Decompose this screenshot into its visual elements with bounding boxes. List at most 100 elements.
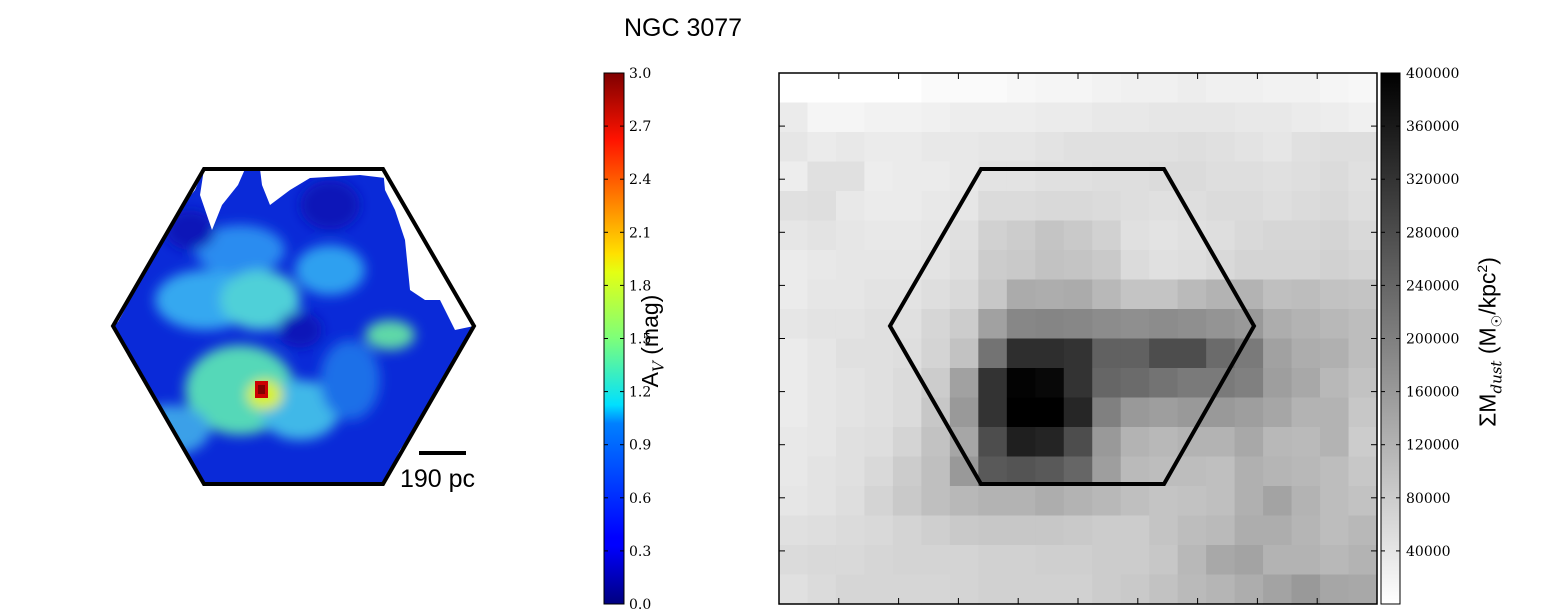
dust-map-cell <box>1263 161 1293 192</box>
dust-map-cell <box>835 250 866 281</box>
dust-map-cell <box>1063 191 1093 222</box>
dust-map-cell <box>1348 220 1378 251</box>
dust-map-cell <box>1063 486 1093 517</box>
dust-map-cell <box>921 102 951 133</box>
dust-map-cell <box>1177 545 1207 576</box>
dust-map-cell <box>1177 73 1207 104</box>
dust-map-cell <box>1291 486 1321 517</box>
dust-map-cell <box>1063 132 1093 163</box>
dust-map-cell <box>1120 427 1150 458</box>
dust-map-cell <box>1348 250 1378 281</box>
dust-map-cell <box>1177 368 1207 399</box>
dust-colorbar-tick-label: 160000 <box>1406 385 1459 401</box>
dust-map-cell <box>1348 545 1378 576</box>
dust-map-cell <box>978 338 1008 369</box>
dust-map-cell <box>1206 486 1236 517</box>
dust-map-cell <box>1263 574 1293 605</box>
dust-map-cell <box>1320 456 1350 487</box>
dust-map-cell <box>978 397 1008 428</box>
dust-map-cell <box>1063 161 1093 192</box>
dust-map-cell <box>978 427 1008 458</box>
dust-map-cell <box>864 338 894 369</box>
dust-map-cell <box>1035 132 1065 163</box>
dust-map-cell <box>1234 161 1264 192</box>
dust-map-cell <box>864 132 894 163</box>
dust-colorbar-tick-label: 400000 <box>1406 66 1459 82</box>
dust-map-cell <box>1320 427 1350 458</box>
dust-map-cell <box>1206 191 1236 222</box>
dust-map-cell <box>1063 456 1093 487</box>
dust-map-cell <box>892 486 922 517</box>
dust-map-cell <box>921 515 951 546</box>
av-colorbar-tick-label: 0.6 <box>629 491 651 507</box>
dust-map-cell <box>1348 456 1378 487</box>
dust-map-cell <box>1291 161 1321 192</box>
dust-map-cell <box>921 161 951 192</box>
dust-map-cell <box>892 427 922 458</box>
dust-map-cell <box>949 338 979 369</box>
dust-map-cell <box>1234 279 1264 310</box>
dust-map-cell <box>1149 338 1179 369</box>
dust-map-cell <box>1206 132 1236 163</box>
dust-colorbar-tick-label: 40000 <box>1406 544 1451 560</box>
dust-map-cell <box>1120 574 1150 605</box>
dust-map-cell <box>807 486 837 517</box>
dust-map-cell <box>892 545 922 576</box>
dust-map-cell <box>1234 102 1264 133</box>
dust-map-cell <box>921 132 951 163</box>
dust-map-cell <box>1320 397 1350 428</box>
dust-map-cell <box>949 309 979 340</box>
dust-map-cell <box>1320 279 1350 310</box>
dust-map-cell <box>1035 161 1065 192</box>
dust-mass-map <box>778 72 1378 605</box>
dust-map-cell <box>1291 515 1321 546</box>
dust-map-cell <box>1035 309 1065 340</box>
dust-map-cell <box>1120 368 1150 399</box>
dust-map-cell <box>1320 515 1350 546</box>
dust-map-cell <box>949 73 979 104</box>
dust-map-cell <box>1263 486 1293 517</box>
dust-map-cell <box>1063 220 1093 251</box>
dust-map-cell <box>1291 456 1321 487</box>
dust-map-cell <box>949 486 979 517</box>
dust-map-cell <box>978 309 1008 340</box>
dust-map-cell <box>1263 456 1293 487</box>
dust-map-cell <box>1291 73 1321 104</box>
dust-map-cell <box>892 102 922 133</box>
dust-map-cell <box>892 456 922 487</box>
dust-map-cell <box>1320 132 1350 163</box>
dust-map-cell <box>807 338 837 369</box>
dust-map-cell <box>1120 73 1150 104</box>
dust-map-cell <box>807 515 837 546</box>
dust-map-cell <box>1149 73 1179 104</box>
dust-colorbar-tick-label: 360000 <box>1406 119 1459 135</box>
dust-map-cell <box>1320 73 1350 104</box>
dust-map-cell <box>921 338 951 369</box>
dust-map-cell <box>1120 309 1150 340</box>
dust-map-cell <box>1234 515 1264 546</box>
dust-colorbar-tick-label: 120000 <box>1406 438 1459 454</box>
dust-map-cell <box>779 132 809 163</box>
dust-label-tail-2: /kpc <box>1474 272 1501 315</box>
dust-map-cell <box>835 545 866 576</box>
dust-map-cell <box>1149 486 1179 517</box>
dust-map-cell <box>1035 73 1065 104</box>
dust-map-cell <box>835 338 866 369</box>
dust-map-cell <box>835 102 866 133</box>
dust-map-cell <box>1263 132 1293 163</box>
dust-colorbar-tick-label: 240000 <box>1406 278 1459 294</box>
dust-map-cell <box>1035 397 1065 428</box>
dust-map-cell <box>779 397 809 428</box>
dust-map-cell <box>779 220 809 251</box>
dust-map-cell <box>1291 220 1321 251</box>
dust-map-cell <box>892 515 922 546</box>
dust-map-cell <box>1063 427 1093 458</box>
dust-map-cell <box>864 368 894 399</box>
dust-label-main: ΣM <box>1474 393 1501 427</box>
dust-map-cell <box>835 220 866 251</box>
dust-map-cell <box>1206 574 1236 605</box>
dust-map-cell <box>1035 368 1065 399</box>
extinction-map-empty-region <box>200 169 245 230</box>
dust-map-cell <box>1120 456 1150 487</box>
dust-map-cell <box>978 486 1008 517</box>
